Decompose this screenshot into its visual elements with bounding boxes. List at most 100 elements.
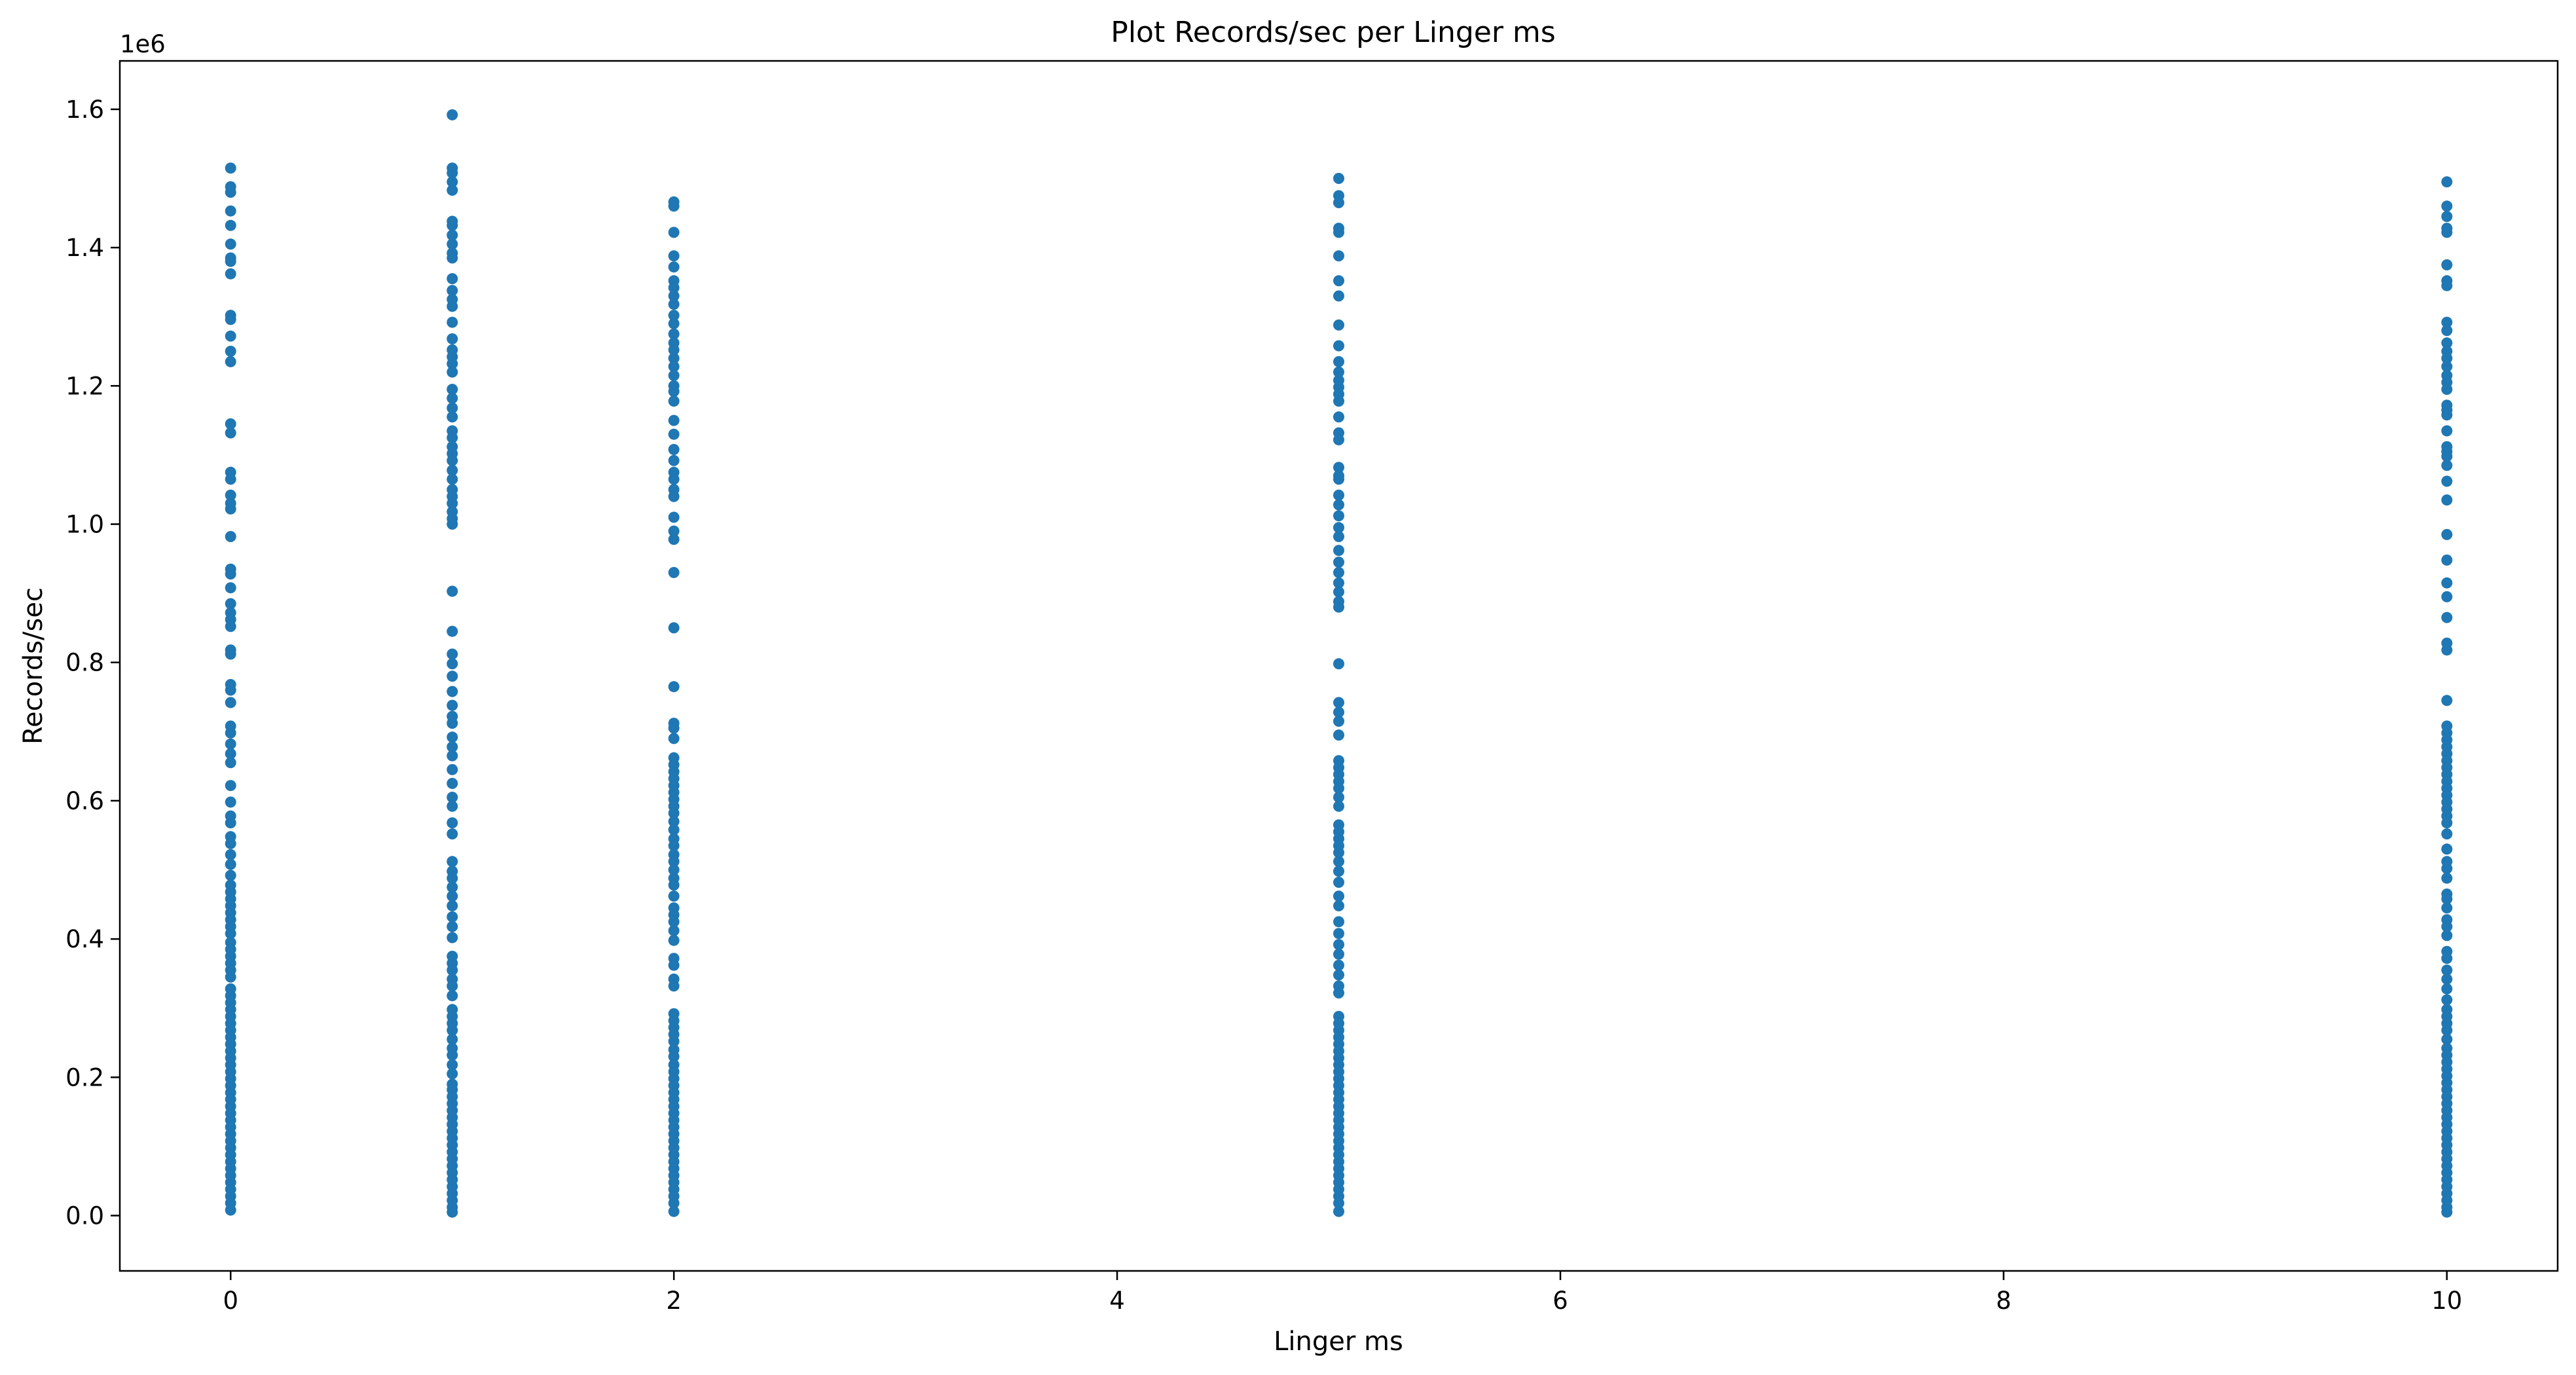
data-point	[2441, 873, 2452, 884]
data-point	[447, 718, 458, 729]
x-axis-ticks: 0 2 4 6 8 10	[223, 1271, 2462, 1315]
data-point	[669, 395, 680, 407]
data-point	[447, 301, 458, 312]
data-point	[1333, 291, 1344, 302]
data-point	[2441, 863, 2452, 874]
data-point	[669, 318, 680, 329]
data-point	[669, 960, 680, 971]
data-point	[447, 990, 458, 1001]
data-point	[1333, 970, 1344, 981]
data-point	[1333, 866, 1344, 877]
data-point	[2441, 259, 2452, 270]
data-point	[225, 649, 236, 660]
data-point	[1333, 658, 1344, 669]
data-point	[2441, 644, 2452, 655]
data-point	[447, 828, 458, 839]
y-axis-label: Records/sec	[18, 587, 48, 744]
data-point	[2441, 995, 2452, 1006]
data-point	[225, 331, 236, 342]
data-point	[669, 681, 680, 692]
data-point	[1333, 434, 1344, 445]
data-point	[669, 980, 680, 991]
data-point	[447, 220, 458, 231]
data-point	[2441, 578, 2452, 589]
data-point	[447, 393, 458, 404]
data-point	[669, 299, 680, 310]
data-point	[447, 911, 458, 923]
data-point	[447, 367, 458, 378]
data-point	[2441, 612, 2452, 623]
data-point	[669, 261, 680, 272]
data-point	[1333, 411, 1344, 422]
data-point	[447, 649, 458, 660]
data-point	[2441, 1207, 2452, 1218]
y-tick-label: 0.0	[65, 1202, 104, 1230]
data-point	[225, 346, 236, 357]
data-point	[225, 739, 236, 750]
data-point	[225, 621, 236, 632]
data-point	[669, 227, 680, 238]
data-point	[1333, 949, 1344, 960]
x-axis-label: Linger ms	[1274, 1327, 1403, 1357]
data-point	[225, 206, 236, 217]
data-point	[447, 253, 458, 264]
data-point	[447, 1207, 458, 1218]
data-point	[669, 925, 680, 936]
data-point	[225, 268, 236, 280]
x-tick-label: 10	[2431, 1287, 2462, 1315]
data-point	[447, 980, 458, 991]
data-point	[447, 317, 458, 328]
data-point	[2441, 460, 2452, 471]
data-point	[2441, 426, 2452, 437]
data-point	[1333, 510, 1344, 521]
data-point	[2441, 494, 2452, 505]
data-point	[1333, 340, 1344, 352]
data-point	[1333, 928, 1344, 939]
data-point	[447, 411, 458, 422]
data-point	[225, 568, 236, 579]
data-point	[669, 444, 680, 455]
data-point	[447, 750, 458, 761]
data-point	[1333, 587, 1344, 598]
data-point	[225, 504, 236, 515]
data-point	[447, 658, 458, 669]
data-point	[447, 764, 458, 775]
data-point	[447, 900, 458, 911]
data-point	[669, 473, 680, 485]
data-point	[1333, 250, 1344, 261]
data-point	[225, 757, 236, 768]
data-point	[447, 731, 458, 742]
data-point	[225, 859, 236, 870]
data-point	[225, 817, 236, 828]
y-axis-ticks: 0.00.20.40.60.81.01.21.41.6	[65, 96, 120, 1230]
data-point	[447, 185, 458, 196]
y-tick-label: 1.2	[65, 372, 104, 400]
data-point	[225, 187, 236, 198]
data-point	[447, 519, 458, 530]
data-point	[1333, 960, 1344, 971]
data-point	[1333, 490, 1344, 501]
data-point	[225, 1205, 236, 1216]
data-point	[1333, 716, 1344, 727]
data-point	[669, 491, 680, 502]
data-point	[2441, 211, 2452, 222]
data-point	[225, 356, 236, 367]
data-point	[669, 622, 680, 633]
chart-title: Plot Records/sec per Linger ms	[1111, 16, 1555, 49]
x-tick-label: 4	[1109, 1287, 1125, 1315]
data-point	[669, 890, 680, 902]
data-point	[447, 333, 458, 344]
data-point	[2441, 200, 2452, 211]
data-point	[447, 455, 458, 466]
x-tick-label: 2	[666, 1287, 682, 1315]
data-point	[2441, 695, 2452, 706]
x-tick-label: 8	[1996, 1287, 2012, 1315]
data-point	[2441, 176, 2452, 187]
data-point	[669, 370, 680, 381]
data-point	[225, 428, 236, 439]
data-point	[1333, 939, 1344, 950]
data-point	[2441, 591, 2452, 602]
y-tick-label: 0.4	[65, 925, 104, 953]
